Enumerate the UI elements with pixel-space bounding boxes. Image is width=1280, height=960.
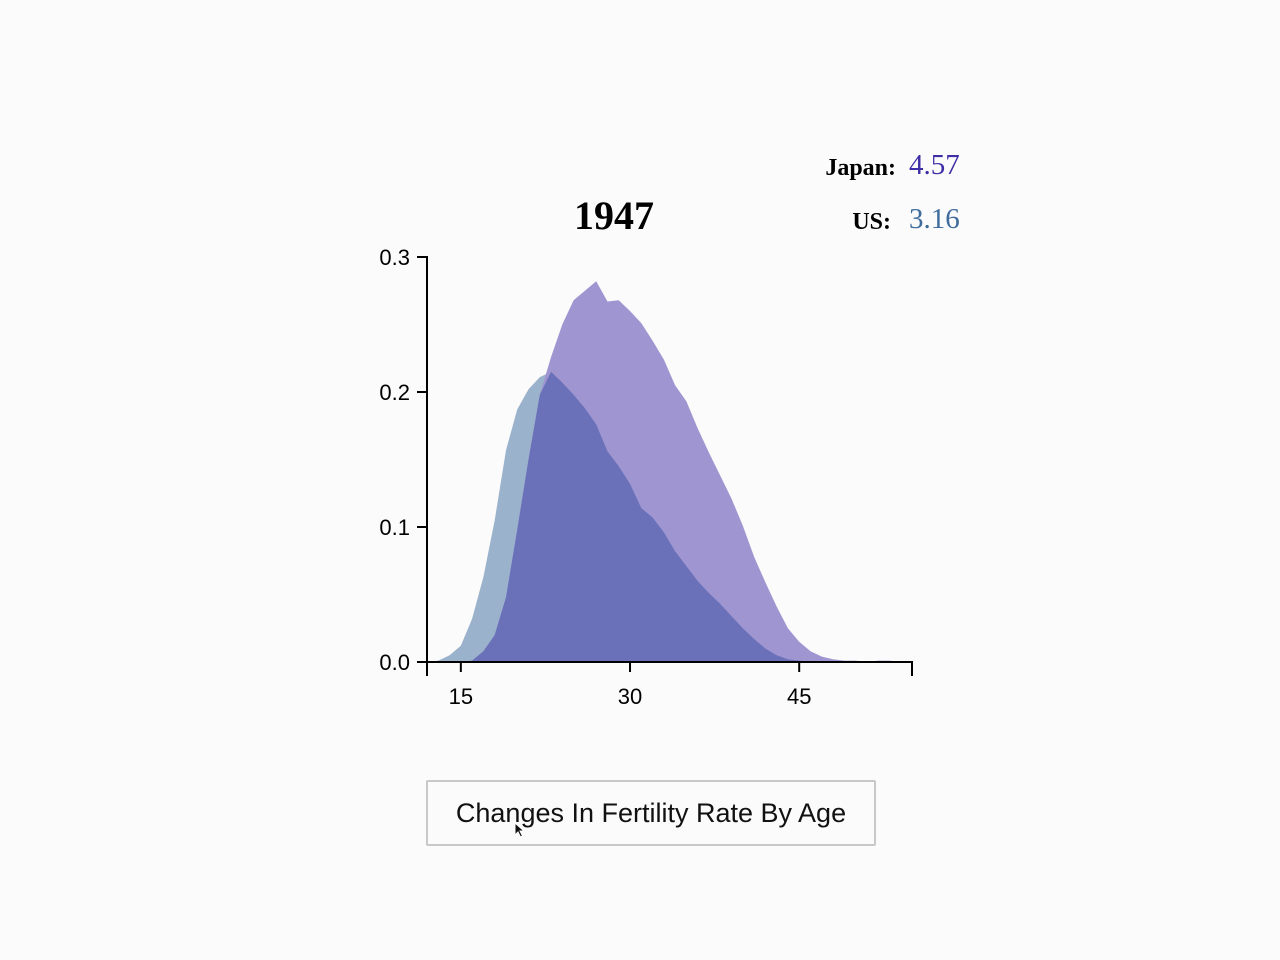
x-tick-label: 45 — [787, 684, 811, 709]
y-axis-line — [421, 256, 428, 663]
x-axis-line — [426, 661, 913, 676]
y-tick-label: 0.0 — [379, 650, 410, 675]
fertility-story-button[interactable]: Changes In Fertility Rate By Age — [426, 780, 876, 846]
plot-area — [427, 281, 912, 662]
chart-title: 1947 — [574, 193, 654, 238]
y-tick-label: 0.2 — [379, 380, 410, 405]
x-tick-label: 15 — [449, 684, 473, 709]
legend-us-value: 3.16 — [909, 203, 960, 235]
overlap-area — [427, 371, 912, 662]
legend-japan-label: Japan: — [825, 155, 896, 181]
mouse-cursor-icon — [514, 822, 526, 838]
axes: 0.0 0.1 0.2 0.3 15 30 45 — [379, 245, 913, 709]
legend: Japan: 4.57 US: 3.16 — [825, 149, 959, 235]
legend-japan-value: 4.57 — [909, 149, 960, 181]
y-tick-label: 0.3 — [379, 245, 410, 270]
x-tick-label: 30 — [618, 684, 642, 709]
legend-us-label: US: — [852, 209, 891, 235]
y-tick-label: 0.1 — [379, 515, 410, 540]
